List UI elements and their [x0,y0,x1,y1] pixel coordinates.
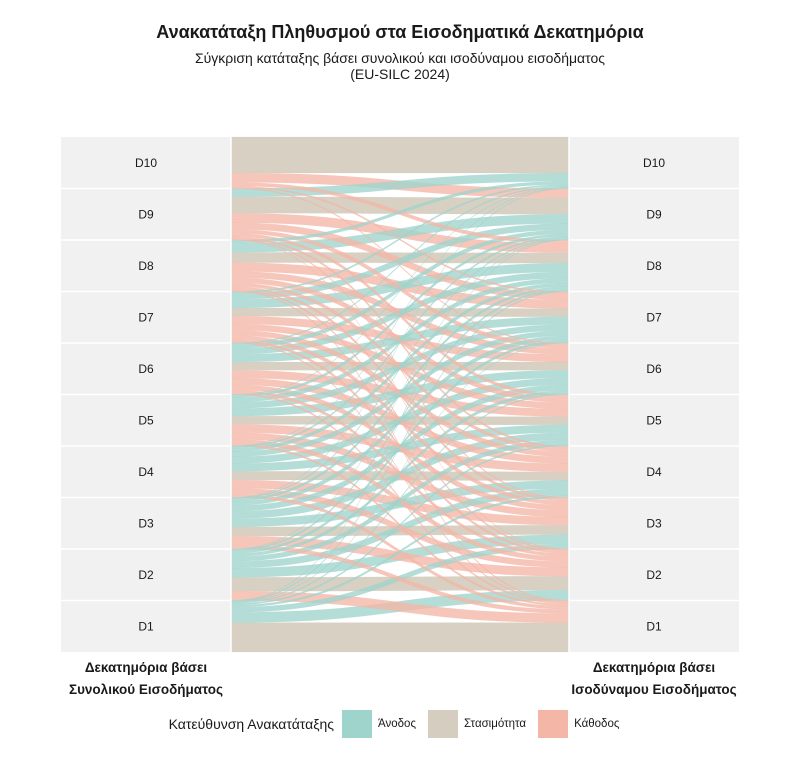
left-label-D8: D8 [138,259,154,273]
left-label-D6: D6 [138,362,154,376]
left-label-D2: D2 [138,568,154,582]
legend-swatch-down [538,710,569,738]
left-label-D9: D9 [138,207,154,221]
left-label-D7: D7 [138,310,154,324]
left-label-D5: D5 [138,413,154,427]
right-label-D3: D3 [646,516,662,530]
chart-title: Ανακατάταξη Πληθυσμού στα Εισοδηματικά Δ… [156,22,644,42]
left-label-D10: D10 [135,156,157,170]
legend: Κατεύθυνση Ανακατάταξης Άνοδος Στασιμότη… [0,710,800,738]
right-label-D6: D6 [646,362,662,376]
flow-D1-to-D1-stay [230,622,570,653]
right-label-D8: D8 [646,259,662,273]
legend-swatch-up [342,710,373,738]
right-label-D7: D7 [646,310,662,324]
legend-title: Κατεύθυνση Ανακατάταξης [168,716,335,732]
left-axis-title-line-1: Δεκατημόρια βάσει [85,660,208,675]
right-axis-title-line-1: Δεκατημόρια βάσει [593,660,716,675]
right-label-D10: D10 [643,156,665,170]
chart-subtitle: Σύγκριση κατάταξης βάσει συνολικού και ι… [0,50,800,82]
subtitle-line-1: Σύγκριση κατάταξης βάσει συνολικού και ι… [194,50,606,66]
legend-label-stay: Στασιμότητα [464,718,527,730]
left-label-D4: D4 [138,465,154,479]
subtitle-line-2: (EU-SILC 2024) [350,66,450,82]
legend-label-down: Κάθοδος [574,718,620,730]
right-label-D4: D4 [646,465,662,479]
right-label-D2: D2 [646,568,662,582]
legend-item-up: Άνοδος [342,710,416,738]
legend-item-down: Κάθοδος [538,710,619,738]
legend-item-stay: Στασιμότητα [428,710,526,738]
flow-D10-to-D10-stay [230,136,570,174]
right-label-D9: D9 [646,207,662,221]
legend-label-up: Άνοδος [378,718,416,730]
right-label-D5: D5 [646,413,662,427]
legend-swatch-stay [428,710,458,738]
right-label-D1: D1 [646,619,662,633]
left-label-D3: D3 [138,516,154,530]
right-axis-title-line-2: Ισοδύναμου Εισοδήματος [571,682,736,697]
left-label-D1: D1 [138,619,154,633]
left-axis-title-line-2: Συνολικού Εισοδήματος [69,682,223,697]
